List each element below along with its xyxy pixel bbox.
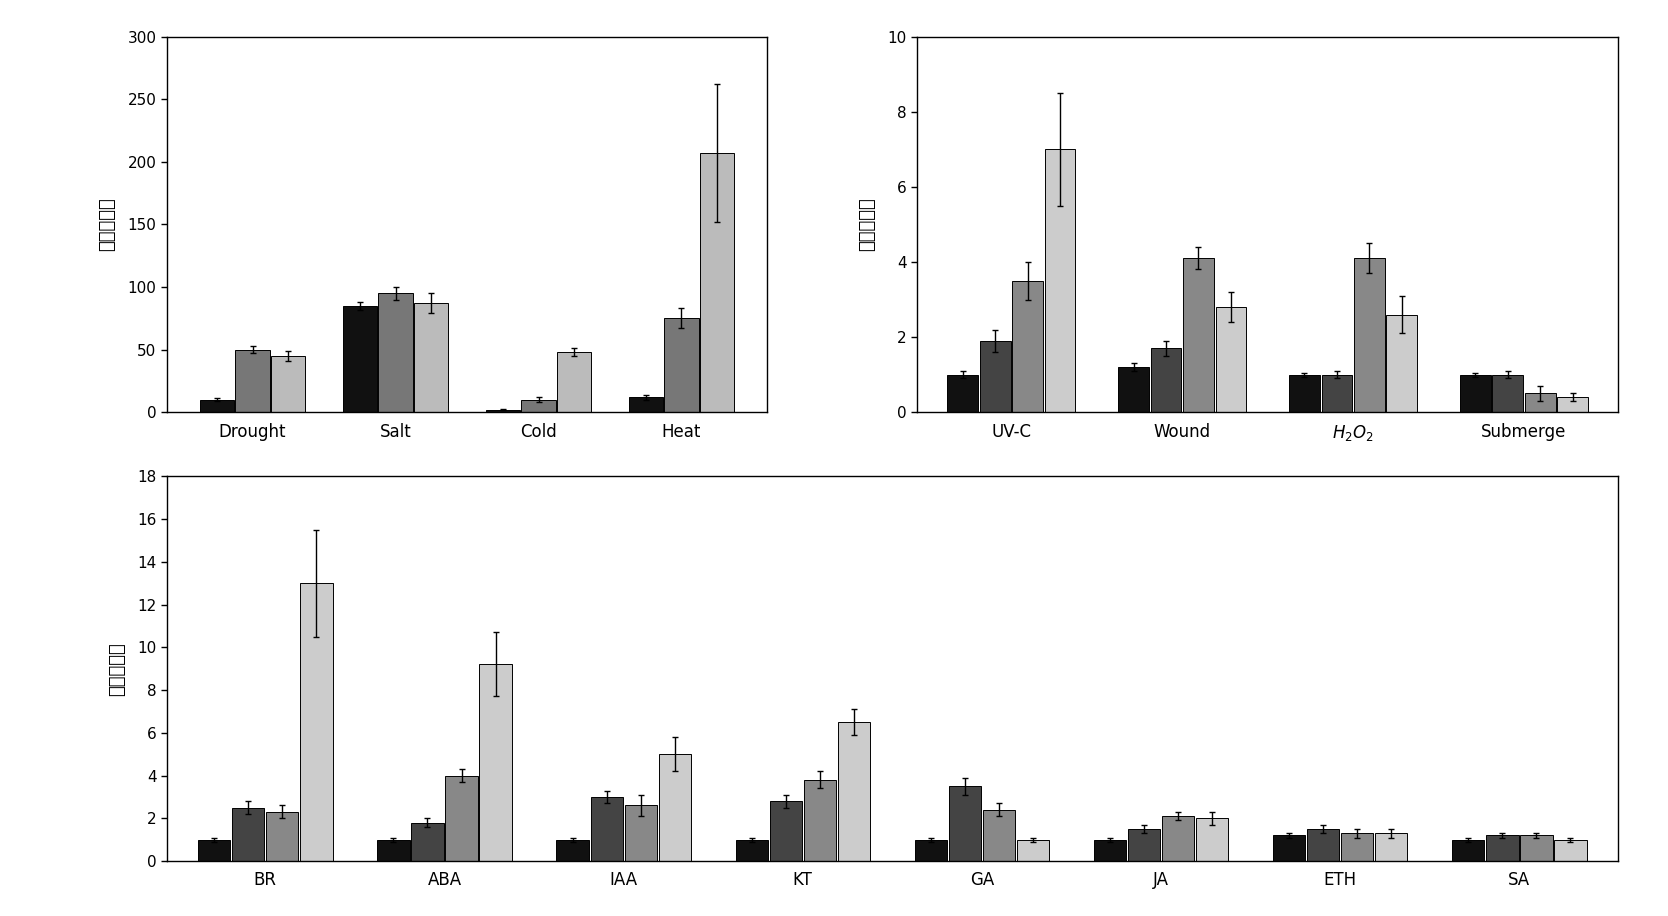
Bar [1520,835,1553,861]
Bar [232,808,265,861]
Bar [664,318,699,412]
Bar [1374,834,1408,861]
Bar [1558,398,1588,412]
Bar [1321,375,1353,412]
Bar [949,786,981,861]
Bar [979,341,1011,412]
Bar [522,399,555,412]
Bar [1128,829,1161,861]
Bar [200,399,234,412]
Bar [1308,829,1339,861]
Bar [1163,816,1194,861]
Bar [1486,835,1518,861]
Bar [1017,840,1049,861]
Bar [736,840,767,861]
Bar [1196,818,1228,861]
Bar [947,375,977,412]
Bar [982,810,1016,861]
Bar [445,776,477,861]
Bar [412,823,444,861]
Bar [1493,375,1523,412]
Bar [1525,393,1556,412]
Y-axis label: 相对表达量: 相对表达量 [108,642,125,695]
Bar [479,664,512,861]
Bar [1460,375,1491,412]
Bar [1289,375,1319,412]
Bar [1183,258,1214,412]
Bar [1216,307,1246,412]
Bar [804,780,836,861]
Bar [235,350,270,412]
Bar [1151,348,1181,412]
Bar [1341,834,1373,861]
Bar [1012,280,1042,412]
Bar [769,802,802,861]
Y-axis label: 相对表达量: 相对表达量 [98,198,117,251]
Bar [1273,835,1306,861]
Bar [1044,149,1076,412]
Bar [837,722,871,861]
Bar [377,840,410,861]
Bar [659,754,691,861]
Bar [272,356,305,412]
Bar [267,812,299,861]
Bar [1094,840,1126,861]
Y-axis label: 相对表达量: 相对表达量 [859,198,877,251]
Bar [1386,314,1418,412]
Bar [379,293,412,412]
Bar [629,398,662,412]
Bar [1354,258,1384,412]
Bar [300,583,332,861]
Bar [414,303,449,412]
Bar [485,409,520,412]
Bar [198,840,230,861]
Bar [557,352,592,412]
Bar [624,805,657,861]
Bar [914,840,947,861]
Bar [701,153,734,412]
Bar [1555,840,1586,861]
Bar [342,306,377,412]
Bar [590,797,622,861]
Bar [1118,367,1149,412]
Bar [1453,840,1485,861]
Bar [557,840,589,861]
